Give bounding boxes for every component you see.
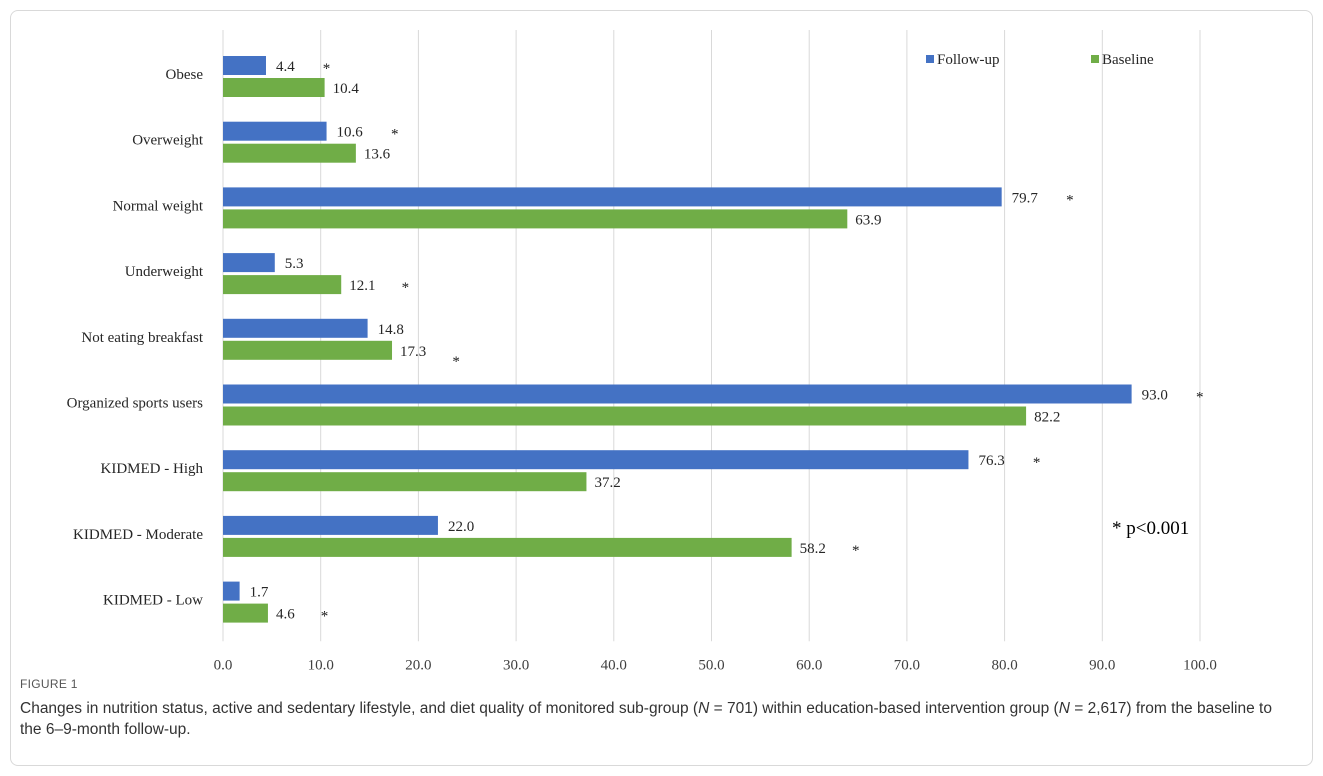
legend-swatch [1091, 55, 1099, 63]
baseline-bar [223, 143, 356, 163]
follow-up-value-label: 14.8 [378, 322, 404, 338]
x-tick-label: 70.0 [894, 657, 920, 670]
follow-up-bar [223, 253, 275, 273]
follow-up-bar [223, 581, 240, 601]
x-tick-label: 20.0 [405, 657, 431, 670]
follow-up-value-label: 4.4 [276, 59, 295, 75]
legend-label: Follow-up [937, 52, 1000, 68]
significance-asterisk: * [321, 609, 329, 625]
follow-up-bar [223, 56, 266, 75]
x-tick-label: 90.0 [1089, 657, 1115, 670]
baseline-bar [223, 78, 325, 97]
follow-up-value-label: 10.6 [337, 125, 364, 141]
baseline-bar [223, 209, 848, 229]
x-tick-label: 30.0 [503, 657, 529, 670]
baseline-value-label: 82.2 [1034, 410, 1060, 426]
category-label: Overweight [132, 133, 204, 149]
legend-label: Baseline [1102, 52, 1154, 68]
x-tick-label: 10.0 [308, 657, 334, 670]
category-label: Underweight [125, 264, 204, 280]
significance-asterisk: * [391, 127, 399, 143]
figure-label: FIGURE 1 [20, 677, 78, 691]
baseline-value-label: 17.3 [400, 344, 426, 360]
baseline-value-label: 12.1 [349, 278, 375, 294]
significance-asterisk: * [323, 61, 331, 77]
labels: 0.0 10.0 20.0 30.0 40.0 50.0 60.0 70.0 80.0 90.0 1… [67, 59, 1217, 670]
follow-up-value-label: 22.0 [448, 519, 474, 535]
follow-up-value-label: 93.0 [1142, 388, 1168, 404]
follow-up-bar [223, 515, 438, 535]
x-tick-label: 50.0 [698, 657, 724, 670]
significance-asterisk: * [1196, 390, 1204, 406]
baseline-value-label: 4.6 [276, 607, 295, 623]
x-tick-label: 100.0 [1183, 657, 1217, 670]
category-label: KIDMED - High [101, 461, 204, 477]
bar-chart: 0.0 10.0 20.0 30.0 40.0 50.0 60.0 70.0 80.0 90.0 1… [67, 30, 1217, 670]
follow-up-bar [223, 384, 1132, 404]
significance-note: * p<0.001 [1112, 518, 1189, 539]
figure-caption: Changes in nutrition status, active and … [20, 700, 1272, 738]
follow-up-bar [223, 450, 969, 470]
baseline-bar [223, 537, 792, 557]
follow-up-value-label: 76.3 [978, 453, 1004, 469]
follow-up-bar [223, 187, 1002, 207]
significance-asterisk: * [1033, 455, 1041, 471]
category-label: Obese [166, 67, 204, 83]
follow-up-value-label: 5.3 [285, 256, 304, 272]
legend-swatch [926, 55, 934, 63]
x-tick-label: 0.0 [214, 657, 233, 670]
category-label: KIDMED - Moderate [73, 527, 203, 543]
legend: Follow-up Baseline [926, 52, 1154, 68]
baseline-value-label: 13.6 [364, 147, 391, 163]
baseline-value-label: 37.2 [594, 475, 620, 491]
category-label: KIDMED - Low [103, 593, 203, 609]
x-tick-label: 60.0 [796, 657, 822, 670]
x-tick-label: 80.0 [991, 657, 1017, 670]
baseline-value-label: 10.4 [333, 81, 360, 97]
baseline-bar [223, 340, 393, 360]
follow-up-value-label: 1.7 [250, 585, 269, 601]
significance-asterisk: * [452, 354, 460, 370]
follow-up-value-label: 79.7 [1012, 190, 1039, 206]
baseline-bar [223, 406, 1027, 426]
category-label: Organized sports users [67, 396, 204, 412]
category-label: Not eating breakfast [81, 330, 203, 346]
significance-asterisk: * [1066, 192, 1074, 208]
significance-asterisk: * [402, 280, 410, 296]
significance-asterisk: * [852, 543, 860, 559]
baseline-bar [223, 275, 342, 295]
x-tick-label: 40.0 [601, 657, 627, 670]
category-label: Normal weight [113, 198, 204, 214]
baseline-bar [223, 472, 587, 492]
baseline-bar [223, 603, 268, 623]
baseline-value-label: 63.9 [855, 212, 881, 228]
follow-up-bar [223, 121, 327, 141]
bars [223, 56, 1132, 623]
follow-up-bar [223, 318, 368, 338]
baseline-value-label: 58.2 [800, 541, 826, 557]
